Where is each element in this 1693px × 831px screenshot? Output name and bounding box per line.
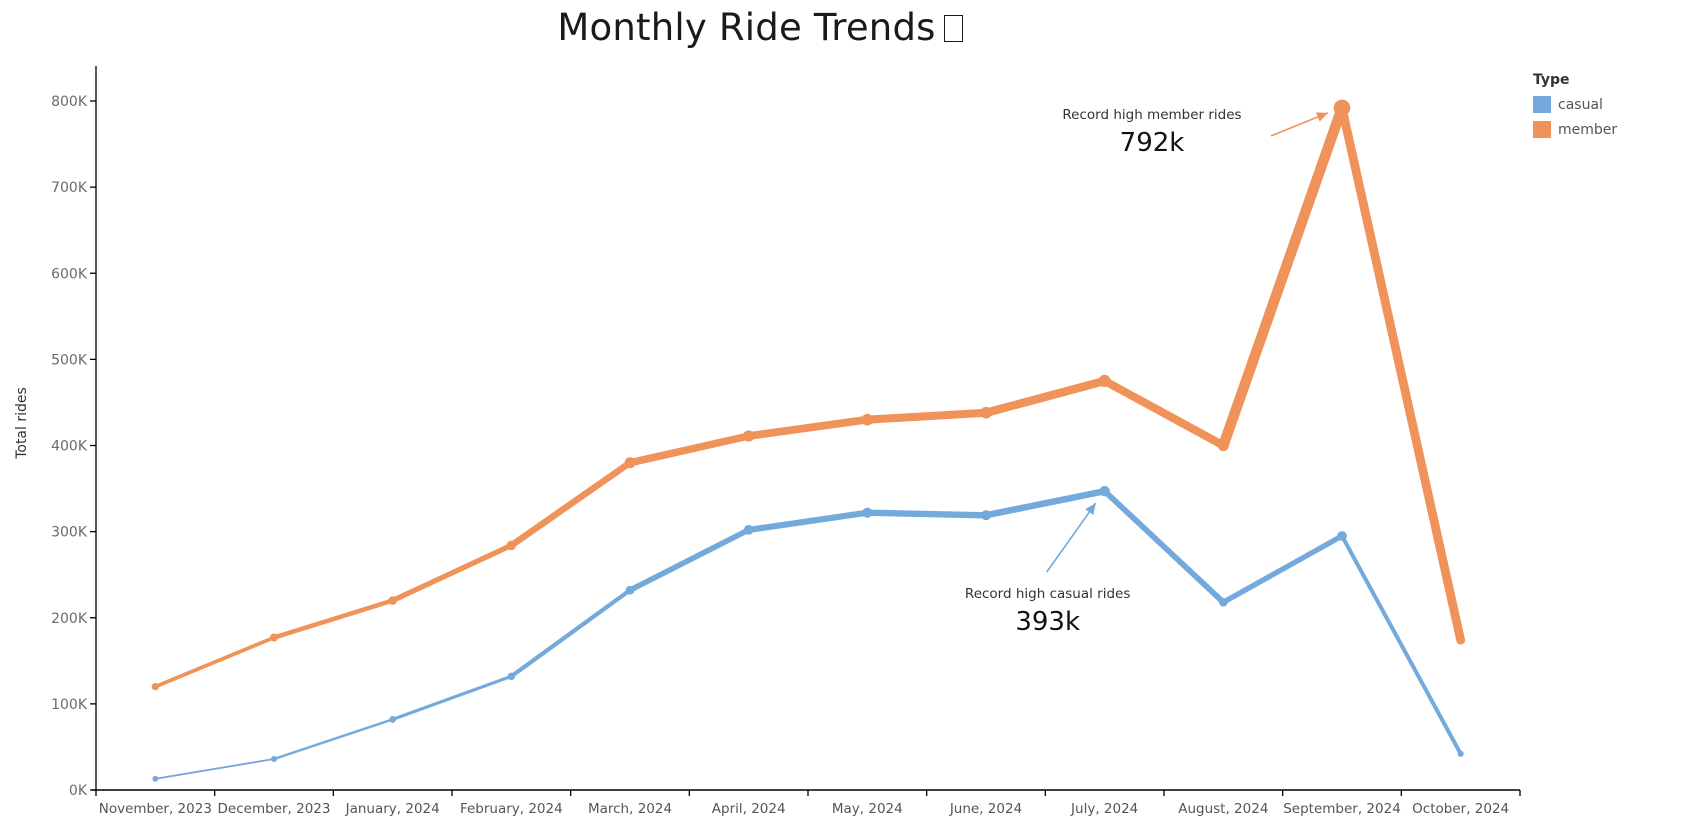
legend-label-casual: casual [1558,96,1603,113]
x-tick-label: August, 2024 [1178,801,1268,817]
y-tick-label: 600K [51,266,88,282]
annotation-arrow-head [1085,503,1096,516]
series-casual-segment [272,718,394,761]
y-tick-label: 700K [51,180,88,196]
x-tick-label: March, 2024 [588,801,672,817]
y-tick-label: 800K [51,94,88,110]
data-point-member [506,540,517,551]
y-axis-title: Total rides [14,387,30,460]
series-member-segment [1218,102,1348,451]
x-tick-label: July, 2024 [1070,801,1138,817]
series-member-line [153,102,1466,689]
series-casual-segment [391,674,513,721]
series-member-segment [271,598,395,640]
data-point-casual [743,525,754,535]
title-placeholder-glyph [943,15,963,42]
annotation-arrow-casual [1046,502,1097,573]
series-points [151,99,1465,782]
series-member-segment [626,432,753,467]
annotation-arrow-member [1270,112,1329,137]
chart-annotations: Record high member rides 792k Record high … [965,107,1329,637]
series-member-segment [1100,376,1228,450]
chart-title-text: Monthly Ride Trends [557,6,936,49]
series-casual-segment [154,758,275,780]
data-point-casual [862,507,873,518]
series-casual-points [152,485,1464,782]
y-tick-label: 100K [51,697,88,713]
chart-title: Monthly Ride Trends [0,6,1520,49]
series-member-segment [1337,103,1466,645]
data-point-casual [625,585,635,595]
x-tick-label: May, 2024 [832,801,903,817]
annotation-arrow-head [1315,112,1328,122]
series-casual-line [154,487,1463,780]
series-member-points [151,99,1465,691]
y-tick-label: 300K [51,525,88,541]
x-tick-label: September, 2024 [1283,801,1401,817]
x-tick-label: June, 2024 [949,801,1022,817]
legend-swatch-casual [1533,96,1551,113]
data-point-member [980,406,992,419]
data-point-member [388,596,397,605]
data-point-member [269,633,279,642]
annotation-value-casual: 393k [1015,607,1080,637]
series-member-segment [981,376,1109,417]
legend-title: Type [1533,72,1570,88]
data-point-member [624,457,636,469]
x-tick-label: November, 2023 [99,801,212,817]
y-tick-label: 200K [51,611,88,627]
series-casual-segment [1101,488,1227,606]
data-point-member [1333,99,1351,117]
data-point-member [1217,439,1229,452]
chart-axes: 0K 100K 200K 300K 400K 500K 600K 700K 800K Novemb… [14,66,1521,817]
series-lines [153,102,1466,780]
series-member-segment [390,542,514,604]
x-tick-label: January, 2024 [345,801,440,817]
x-tick-label: December, 2023 [218,801,331,817]
data-point-member [1456,636,1465,645]
y-tick-label: 500K [51,352,88,368]
series-casual-segment [509,588,633,679]
legend: Type casual member [1533,72,1617,142]
annotation-value-member: 792k [1120,128,1185,158]
data-point-casual [389,716,397,723]
data-point-casual [152,775,159,782]
series-casual-segment [627,527,752,593]
annotation-label-casual: Record high casual rides [965,586,1130,602]
series-casual-segment [864,509,990,519]
data-point-member [861,413,874,426]
y-tick-label: 400K [51,439,88,455]
data-point-casual [1337,531,1347,541]
data-point-casual [1219,597,1228,607]
x-tick-label: October, 2024 [1412,801,1509,817]
legend-label-member: member [1558,121,1618,138]
data-point-member [1098,374,1111,388]
series-casual-segment [1339,533,1463,756]
series-member-segment [863,408,991,424]
legend-item-member[interactable]: member [1533,117,1617,142]
legend-item-casual[interactable]: casual [1533,92,1617,117]
data-point-member [151,683,159,691]
series-casual-segment [1220,533,1345,605]
data-point-casual [980,510,992,521]
series-member-segment [508,459,634,549]
x-tick-label: April, 2024 [712,801,786,817]
series-casual-segment [745,509,871,534]
data-point-member [743,430,755,442]
legend-swatch-member [1533,121,1551,138]
x-tick-label: February, 2024 [460,801,563,817]
legend-items: casual member [1533,92,1617,142]
annotation-label-member: Record high member rides [1062,107,1241,123]
series-member-segment [744,415,872,440]
y-tick-label: 0K [69,783,88,799]
data-point-casual [1457,750,1464,757]
data-point-casual [507,672,516,681]
data-point-casual [1099,485,1110,497]
series-member-segment [153,635,276,689]
annotation-arrow-line [1046,502,1097,573]
data-point-casual [270,755,278,763]
series-casual-segment [982,487,1108,519]
